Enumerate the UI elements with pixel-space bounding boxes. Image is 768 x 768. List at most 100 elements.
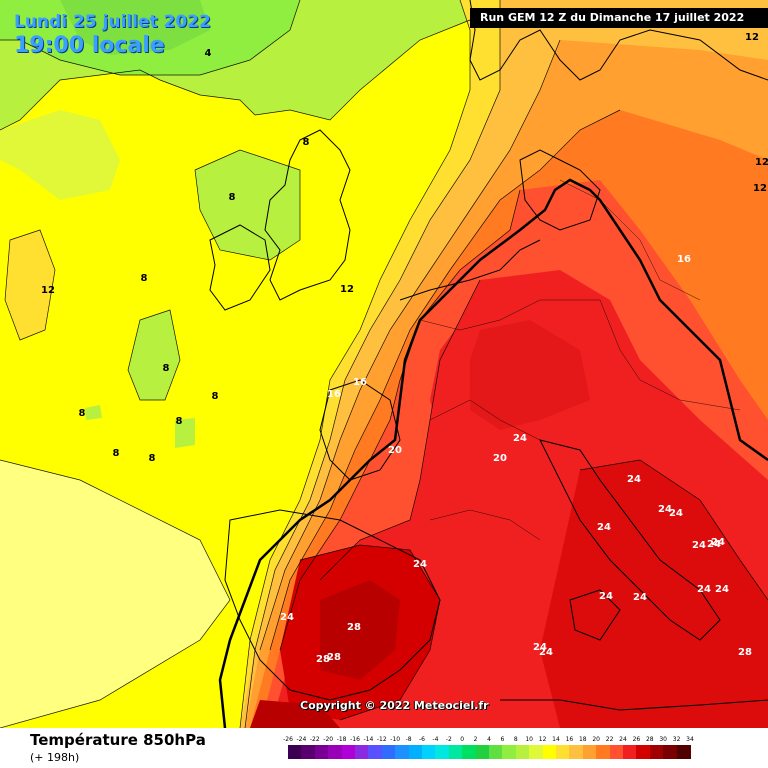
legend-swatch bbox=[596, 745, 611, 759]
contour-label: 12 bbox=[340, 284, 354, 295]
legend-swatch bbox=[623, 745, 637, 759]
contour-label: 12 bbox=[745, 32, 759, 43]
contour-label: 16 bbox=[327, 389, 341, 400]
run-info-bar: Run GEM 12 Z du Dimanche 17 juillet 2022 bbox=[470, 8, 768, 28]
legend-swatch bbox=[542, 745, 557, 759]
legend-label: 14 bbox=[552, 736, 560, 743]
legend-label: 10 bbox=[525, 736, 534, 743]
contour-label: 24 bbox=[413, 559, 427, 570]
border-eastern bbox=[599, 299, 741, 411]
band-green-island-3 bbox=[85, 405, 102, 420]
legend-label: -10 bbox=[390, 736, 401, 743]
legend-swatch bbox=[328, 745, 343, 759]
legend-label: 32 bbox=[672, 736, 681, 743]
legend-label: 34 bbox=[686, 736, 694, 743]
border-baltic bbox=[559, 179, 701, 301]
contour-label: 24 bbox=[533, 642, 547, 653]
legend-label: 22 bbox=[605, 736, 614, 743]
contour-label: 12 bbox=[755, 157, 768, 168]
legend-swatch bbox=[448, 745, 463, 759]
contour-label: 8 bbox=[212, 391, 219, 402]
contour-label: 24 bbox=[658, 504, 672, 515]
legend-label: 8 bbox=[513, 736, 518, 743]
contour-label: 24 bbox=[597, 522, 611, 533]
legend-swatch bbox=[515, 745, 530, 759]
contour-label: 20 bbox=[388, 445, 402, 456]
contour-label: 16 bbox=[677, 254, 691, 265]
contour-label: 8 bbox=[163, 363, 170, 374]
contour-label: 12 bbox=[753, 183, 767, 194]
legend-swatch bbox=[408, 745, 423, 759]
band-12-west bbox=[5, 230, 55, 340]
legend-label: -24 bbox=[296, 736, 307, 743]
legend-label: -4 bbox=[432, 736, 439, 743]
legend-swatch bbox=[556, 745, 570, 759]
contour-label: 8 bbox=[303, 137, 310, 148]
contour-label: 24 bbox=[697, 584, 711, 595]
contour-label: 24 bbox=[599, 591, 613, 602]
contour-label: 24 bbox=[280, 612, 294, 623]
legend-swatch bbox=[301, 745, 316, 759]
contour-label: 28 bbox=[347, 622, 361, 633]
contour-label: 24 bbox=[715, 584, 729, 595]
legend-label: 26 bbox=[632, 736, 641, 743]
legend-swatch bbox=[502, 745, 517, 759]
run-info-text: Run GEM 12 Z du Dimanche 17 juillet 2022 bbox=[480, 11, 745, 24]
band-pale-west bbox=[0, 110, 120, 200]
legend-label: -26 bbox=[283, 736, 293, 743]
map-footer: Température 850hPa (+ 198h) -26 -24 -22 -20… bbox=[0, 728, 768, 768]
coast-iberia bbox=[224, 509, 441, 701]
border-benelux-germany bbox=[419, 299, 600, 331]
contour-label: 24 bbox=[711, 537, 725, 548]
coast-ireland bbox=[209, 224, 271, 311]
contour-label: 8 bbox=[229, 192, 236, 203]
contour-label: 24 bbox=[707, 539, 721, 550]
legend-swatch bbox=[288, 745, 302, 759]
legend-label: 0 bbox=[460, 736, 465, 743]
legend-swatch bbox=[422, 745, 436, 759]
legend-swatch bbox=[368, 745, 383, 759]
legend-label: -2 bbox=[445, 736, 452, 743]
forecast-date: Lundi 25 juillet 2022 bbox=[14, 12, 211, 32]
legend-label: 12 bbox=[538, 736, 547, 743]
band-green-island-2 bbox=[175, 418, 195, 448]
contour-label: 20 bbox=[493, 453, 507, 464]
color-scale-legend: -26 -24 -22 -20 -18 -16 -14 -12 -10 -8 -6 -4 -2 0 2 4 6 8… bbox=[283, 736, 752, 764]
legend-swatch bbox=[435, 745, 450, 759]
contour-label: 8 bbox=[113, 448, 120, 459]
contour-label: 28 bbox=[327, 652, 341, 663]
contour-label: 12 bbox=[41, 285, 55, 296]
contour-label: 8 bbox=[79, 408, 86, 419]
legend-label: 24 bbox=[619, 736, 627, 743]
legend-label: 2 bbox=[473, 736, 478, 743]
legend-swatch bbox=[636, 745, 651, 759]
bold-boundary-line bbox=[218, 178, 768, 728]
legend-swatch bbox=[676, 745, 691, 759]
legend-label: 4 bbox=[487, 736, 491, 743]
coast-north-sea bbox=[399, 239, 541, 301]
band-green-core bbox=[60, 0, 210, 55]
contour-label: 24 bbox=[513, 433, 527, 444]
legend-swatch bbox=[475, 745, 490, 759]
legend-label: -14 bbox=[363, 736, 374, 743]
legend-label: 20 bbox=[592, 736, 601, 743]
contour-label: 28 bbox=[316, 654, 330, 665]
band-pale-southwest bbox=[0, 460, 230, 728]
copyright-text: Copyright © 2022 Meteociel.fr bbox=[300, 699, 489, 712]
legend-swatch bbox=[582, 745, 597, 759]
contour-label: 8 bbox=[176, 416, 183, 427]
legend-swatch bbox=[381, 745, 396, 759]
legend-swatch bbox=[462, 745, 477, 759]
legend-label: -12 bbox=[376, 736, 387, 743]
legend-swatch bbox=[529, 745, 544, 759]
border-pyrenees bbox=[429, 509, 541, 541]
forecast-time: 19:00 locale bbox=[14, 33, 165, 58]
border-france-switzerland bbox=[429, 399, 541, 441]
contour-label: 4 bbox=[205, 48, 212, 59]
contour-label: 8 bbox=[141, 273, 148, 284]
legend-label: -18 bbox=[336, 736, 347, 743]
contour-label: 24 bbox=[627, 474, 641, 485]
